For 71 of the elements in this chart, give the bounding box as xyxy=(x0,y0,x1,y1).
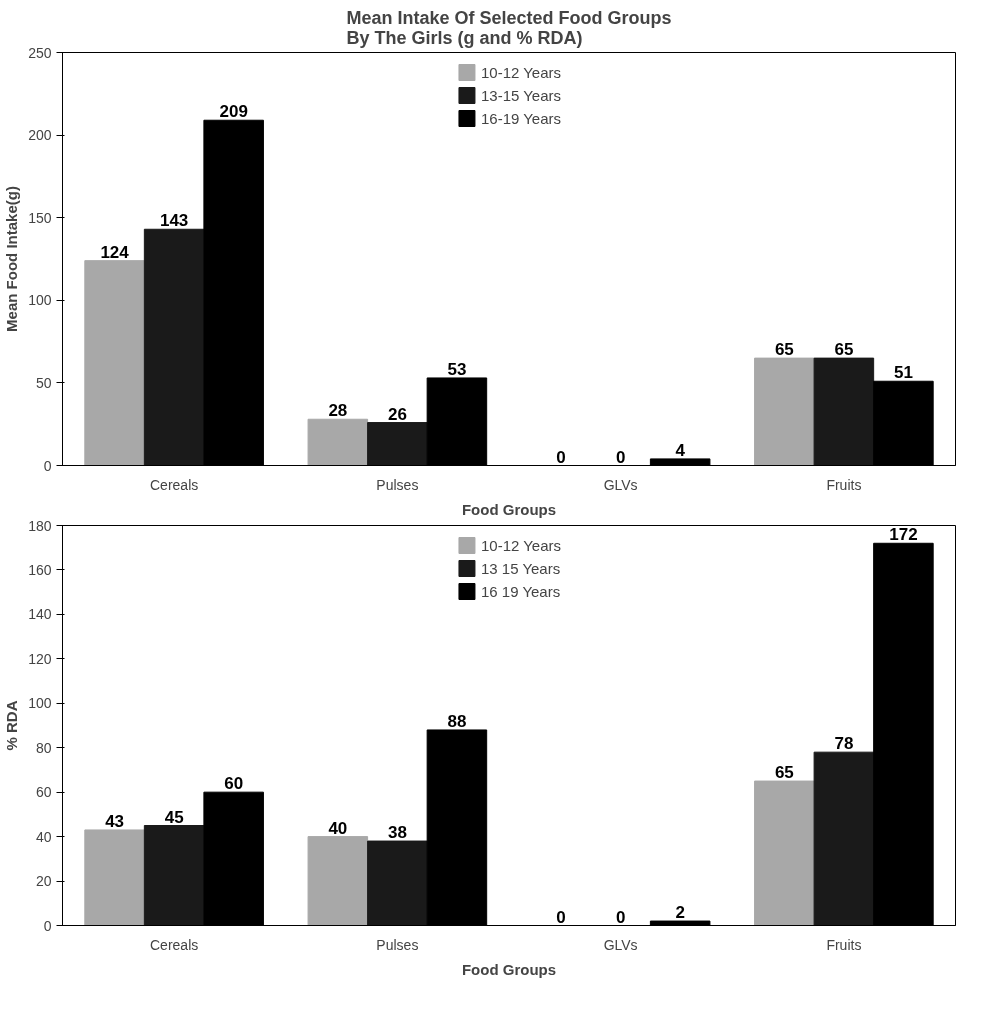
y-tick-label: 80 xyxy=(35,739,52,756)
x-tick-label: GLVs xyxy=(603,936,638,953)
x-axis-title: Food Groups xyxy=(461,960,557,978)
y-tick-label: 150 xyxy=(28,209,52,226)
y-tick-label: 100 xyxy=(28,292,52,309)
legend-label: 16-19 Years xyxy=(480,109,562,127)
legend-label: 13 15 Years xyxy=(480,559,561,577)
legend-label: 10-12 Years xyxy=(480,63,562,81)
x-tick-label: Cereals xyxy=(150,476,199,493)
chart-title: Mean Intake Of Selected Food Groups By The Girls (g and % RDA) xyxy=(346,7,672,48)
y-tick-label: 20 xyxy=(35,873,52,890)
data-label: 2 xyxy=(675,903,685,923)
x-tick-label: GLVs xyxy=(603,476,638,493)
legend-label: 10-12 Years xyxy=(480,536,562,554)
legend-label: 13-15 Years xyxy=(480,86,562,104)
y-tick-label: 50 xyxy=(35,374,52,391)
y-tick-label: 140 xyxy=(28,606,52,623)
bar xyxy=(367,840,428,926)
data-label: 209 xyxy=(219,102,248,122)
x-tick-label: Fruits xyxy=(826,936,862,953)
y-tick-label: 0 xyxy=(43,917,52,934)
y-tick-label: 0 xyxy=(43,457,52,474)
data-label: 43 xyxy=(105,811,125,831)
bar xyxy=(307,418,369,466)
data-label: 0 xyxy=(615,447,626,467)
bar xyxy=(143,228,205,466)
bar xyxy=(754,357,815,466)
y-tick-label: 160 xyxy=(28,561,52,578)
bar xyxy=(813,751,875,926)
y-tick-label: 60 xyxy=(35,784,52,801)
x-tick-label: Fruits xyxy=(826,476,862,493)
x-axis-title: Food Groups xyxy=(461,500,557,518)
data-label: 65 xyxy=(834,340,854,360)
data-label: 172 xyxy=(889,525,918,545)
data-label: 28 xyxy=(328,401,348,421)
data-label: 78 xyxy=(834,734,854,754)
data-label: 0 xyxy=(556,447,566,467)
data-label: 60 xyxy=(224,774,244,794)
data-label: 26 xyxy=(387,404,407,424)
x-tick-label: Pulses xyxy=(376,476,419,493)
legend-label: 16 19 Years xyxy=(480,582,561,600)
data-label: 0 xyxy=(615,907,626,927)
y-tick-label: 180 xyxy=(28,517,52,534)
y-tick-label: 40 xyxy=(35,828,52,845)
data-label: 4 xyxy=(675,440,686,460)
data-label: 65 xyxy=(774,340,794,360)
bar xyxy=(143,825,205,926)
data-label: 88 xyxy=(447,711,467,731)
data-label: 51 xyxy=(893,363,913,383)
y-tick-label: 120 xyxy=(28,650,52,667)
y-tick-label: 200 xyxy=(28,127,52,144)
bar xyxy=(754,780,815,926)
data-label: 65 xyxy=(774,763,794,783)
x-tick-label: Pulses xyxy=(376,936,419,953)
data-label: 143 xyxy=(159,211,189,231)
y-axis-title: % RDA xyxy=(3,700,21,751)
data-label: 124 xyxy=(100,242,130,262)
x-tick-label: Cereals xyxy=(150,936,199,953)
data-label: 53 xyxy=(447,359,467,379)
data-label: 38 xyxy=(387,823,407,843)
data-label: 0 xyxy=(556,907,566,927)
bar xyxy=(813,357,875,466)
data-label: 45 xyxy=(164,807,184,827)
bar xyxy=(84,260,145,466)
bar xyxy=(307,836,369,926)
y-tick-label: 100 xyxy=(28,695,52,712)
y-tick-label: 250 xyxy=(28,44,52,61)
y-axis-title: Mean Food Intake(g) xyxy=(3,186,21,332)
data-label: 40 xyxy=(328,818,348,838)
bar xyxy=(367,422,428,466)
bar xyxy=(84,829,145,926)
